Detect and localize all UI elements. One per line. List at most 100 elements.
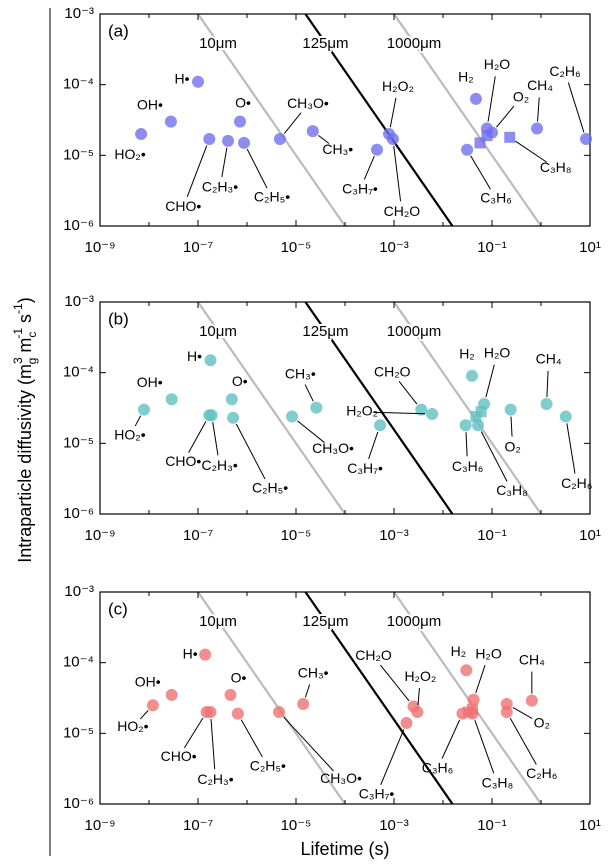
y-title-part: 3	[11, 357, 25, 364]
y-title-part: )	[15, 297, 35, 303]
x-tick-label: 10⁻⁵	[281, 527, 312, 544]
plot-frame	[99, 591, 591, 805]
size-line-label: 125μm	[302, 35, 348, 52]
leader-line	[398, 380, 418, 405]
x-tick-label: 10⁻⁵	[281, 817, 312, 834]
leader-line	[496, 105, 515, 128]
point	[224, 688, 237, 701]
point	[467, 693, 480, 706]
size-line	[304, 302, 454, 514]
panel-label: (b)	[108, 309, 129, 328]
leader-line	[474, 720, 495, 774]
y-axis-title: Intraparticle diffusivity (m3g mc-1 s-1)	[11, 297, 39, 562]
species-label: C₃H₈	[496, 482, 528, 498]
leader-line	[297, 420, 325, 443]
leader-line	[379, 664, 410, 702]
point	[472, 419, 485, 432]
species-label: CH₃O•	[287, 95, 329, 111]
y-title-part: -1	[11, 328, 25, 339]
size-line-label: 1000μm	[387, 35, 442, 52]
y-tick-label: 10⁻⁵	[63, 146, 94, 163]
size-line-label: 10μm	[199, 323, 237, 340]
species-label: CH₄	[519, 651, 545, 667]
x-tick-label: 10⁻³	[379, 527, 409, 544]
species-label: CH₃•	[285, 365, 316, 381]
leader-line	[487, 76, 496, 122]
size-line-label: 10μm	[199, 35, 237, 52]
point	[164, 115, 177, 128]
leader-line	[465, 432, 468, 457]
species-label: HO₂•	[114, 146, 145, 162]
leader-line	[363, 155, 375, 180]
leader-line	[283, 716, 334, 772]
point	[222, 134, 235, 147]
point	[500, 706, 513, 719]
point	[225, 393, 238, 406]
size-line-label: 125μm	[302, 613, 348, 630]
y-tick-label: 10⁻⁴	[63, 654, 94, 671]
species-label: O₂	[504, 438, 520, 454]
species-label: O₂	[534, 715, 550, 731]
leader-line	[485, 364, 495, 398]
x-tick-label: 10⁻¹	[477, 527, 507, 544]
species-label: CHO•	[161, 748, 197, 764]
plot-frame	[99, 13, 591, 227]
species-label: CH₃O•	[320, 770, 362, 786]
species-label: O•	[231, 670, 247, 686]
point	[559, 410, 572, 423]
x-tick-label: 10¹	[579, 239, 601, 256]
x-tick-label: 10⁻⁵	[281, 239, 312, 256]
x-tick-label: 10⁻⁷	[183, 817, 213, 834]
y-tick-label: 10⁻⁵	[63, 724, 94, 741]
leader-line	[546, 370, 549, 398]
species-label: C₂H₆	[561, 475, 592, 491]
point-square	[481, 130, 493, 142]
size-line-label: 125μm	[302, 323, 348, 340]
species-label: C₃H₈	[482, 774, 514, 790]
species-label: C₂H₃•	[197, 771, 233, 787]
leader-line	[380, 729, 405, 786]
species-label: H•	[174, 70, 189, 86]
leader-line	[512, 707, 533, 719]
point	[273, 706, 286, 719]
species-label: C₂H₆	[549, 63, 580, 79]
leader-line	[139, 710, 149, 720]
species-label: CH₂O	[374, 363, 411, 379]
y-title-part: c	[25, 332, 39, 338]
point	[231, 707, 244, 720]
leader-line	[304, 684, 311, 698]
size-line	[304, 592, 454, 804]
point	[297, 698, 310, 711]
leader-line	[134, 415, 142, 427]
species-label: C₂H₅•	[250, 757, 286, 773]
x-tick-label: 10⁻³	[379, 239, 409, 256]
species-label: H₂O	[484, 56, 511, 72]
point-square	[475, 406, 487, 418]
species-label: H•	[187, 348, 202, 364]
y-tick-label: 10⁻⁶	[63, 217, 94, 234]
species-label: H₂O₂	[404, 668, 436, 684]
point	[146, 699, 159, 712]
species-label: CH₂O	[355, 647, 392, 663]
point	[165, 393, 178, 406]
y-title-part: Intraparticle diffusivity (m	[15, 364, 35, 563]
leader-line	[510, 416, 513, 437]
species-label: OH•	[137, 374, 163, 390]
species-label: H₂O₂	[346, 403, 378, 419]
leader-line	[441, 719, 461, 759]
leader-line	[567, 82, 585, 133]
point	[459, 419, 472, 432]
species-label: C₃H₆	[422, 759, 454, 775]
species-label: H₂	[459, 346, 475, 362]
point	[400, 717, 413, 730]
plot-area	[197, 592, 542, 804]
point	[465, 369, 478, 382]
x-axis-title: Lifetime (s)	[300, 839, 389, 859]
species-label: CH₂O	[384, 203, 421, 219]
leader-line	[566, 423, 576, 474]
species-label: H•	[183, 645, 198, 661]
species-label: O₂	[513, 88, 529, 104]
leader-line	[221, 147, 228, 178]
species-label: CH₃•	[298, 665, 329, 681]
leader-line	[393, 145, 402, 202]
